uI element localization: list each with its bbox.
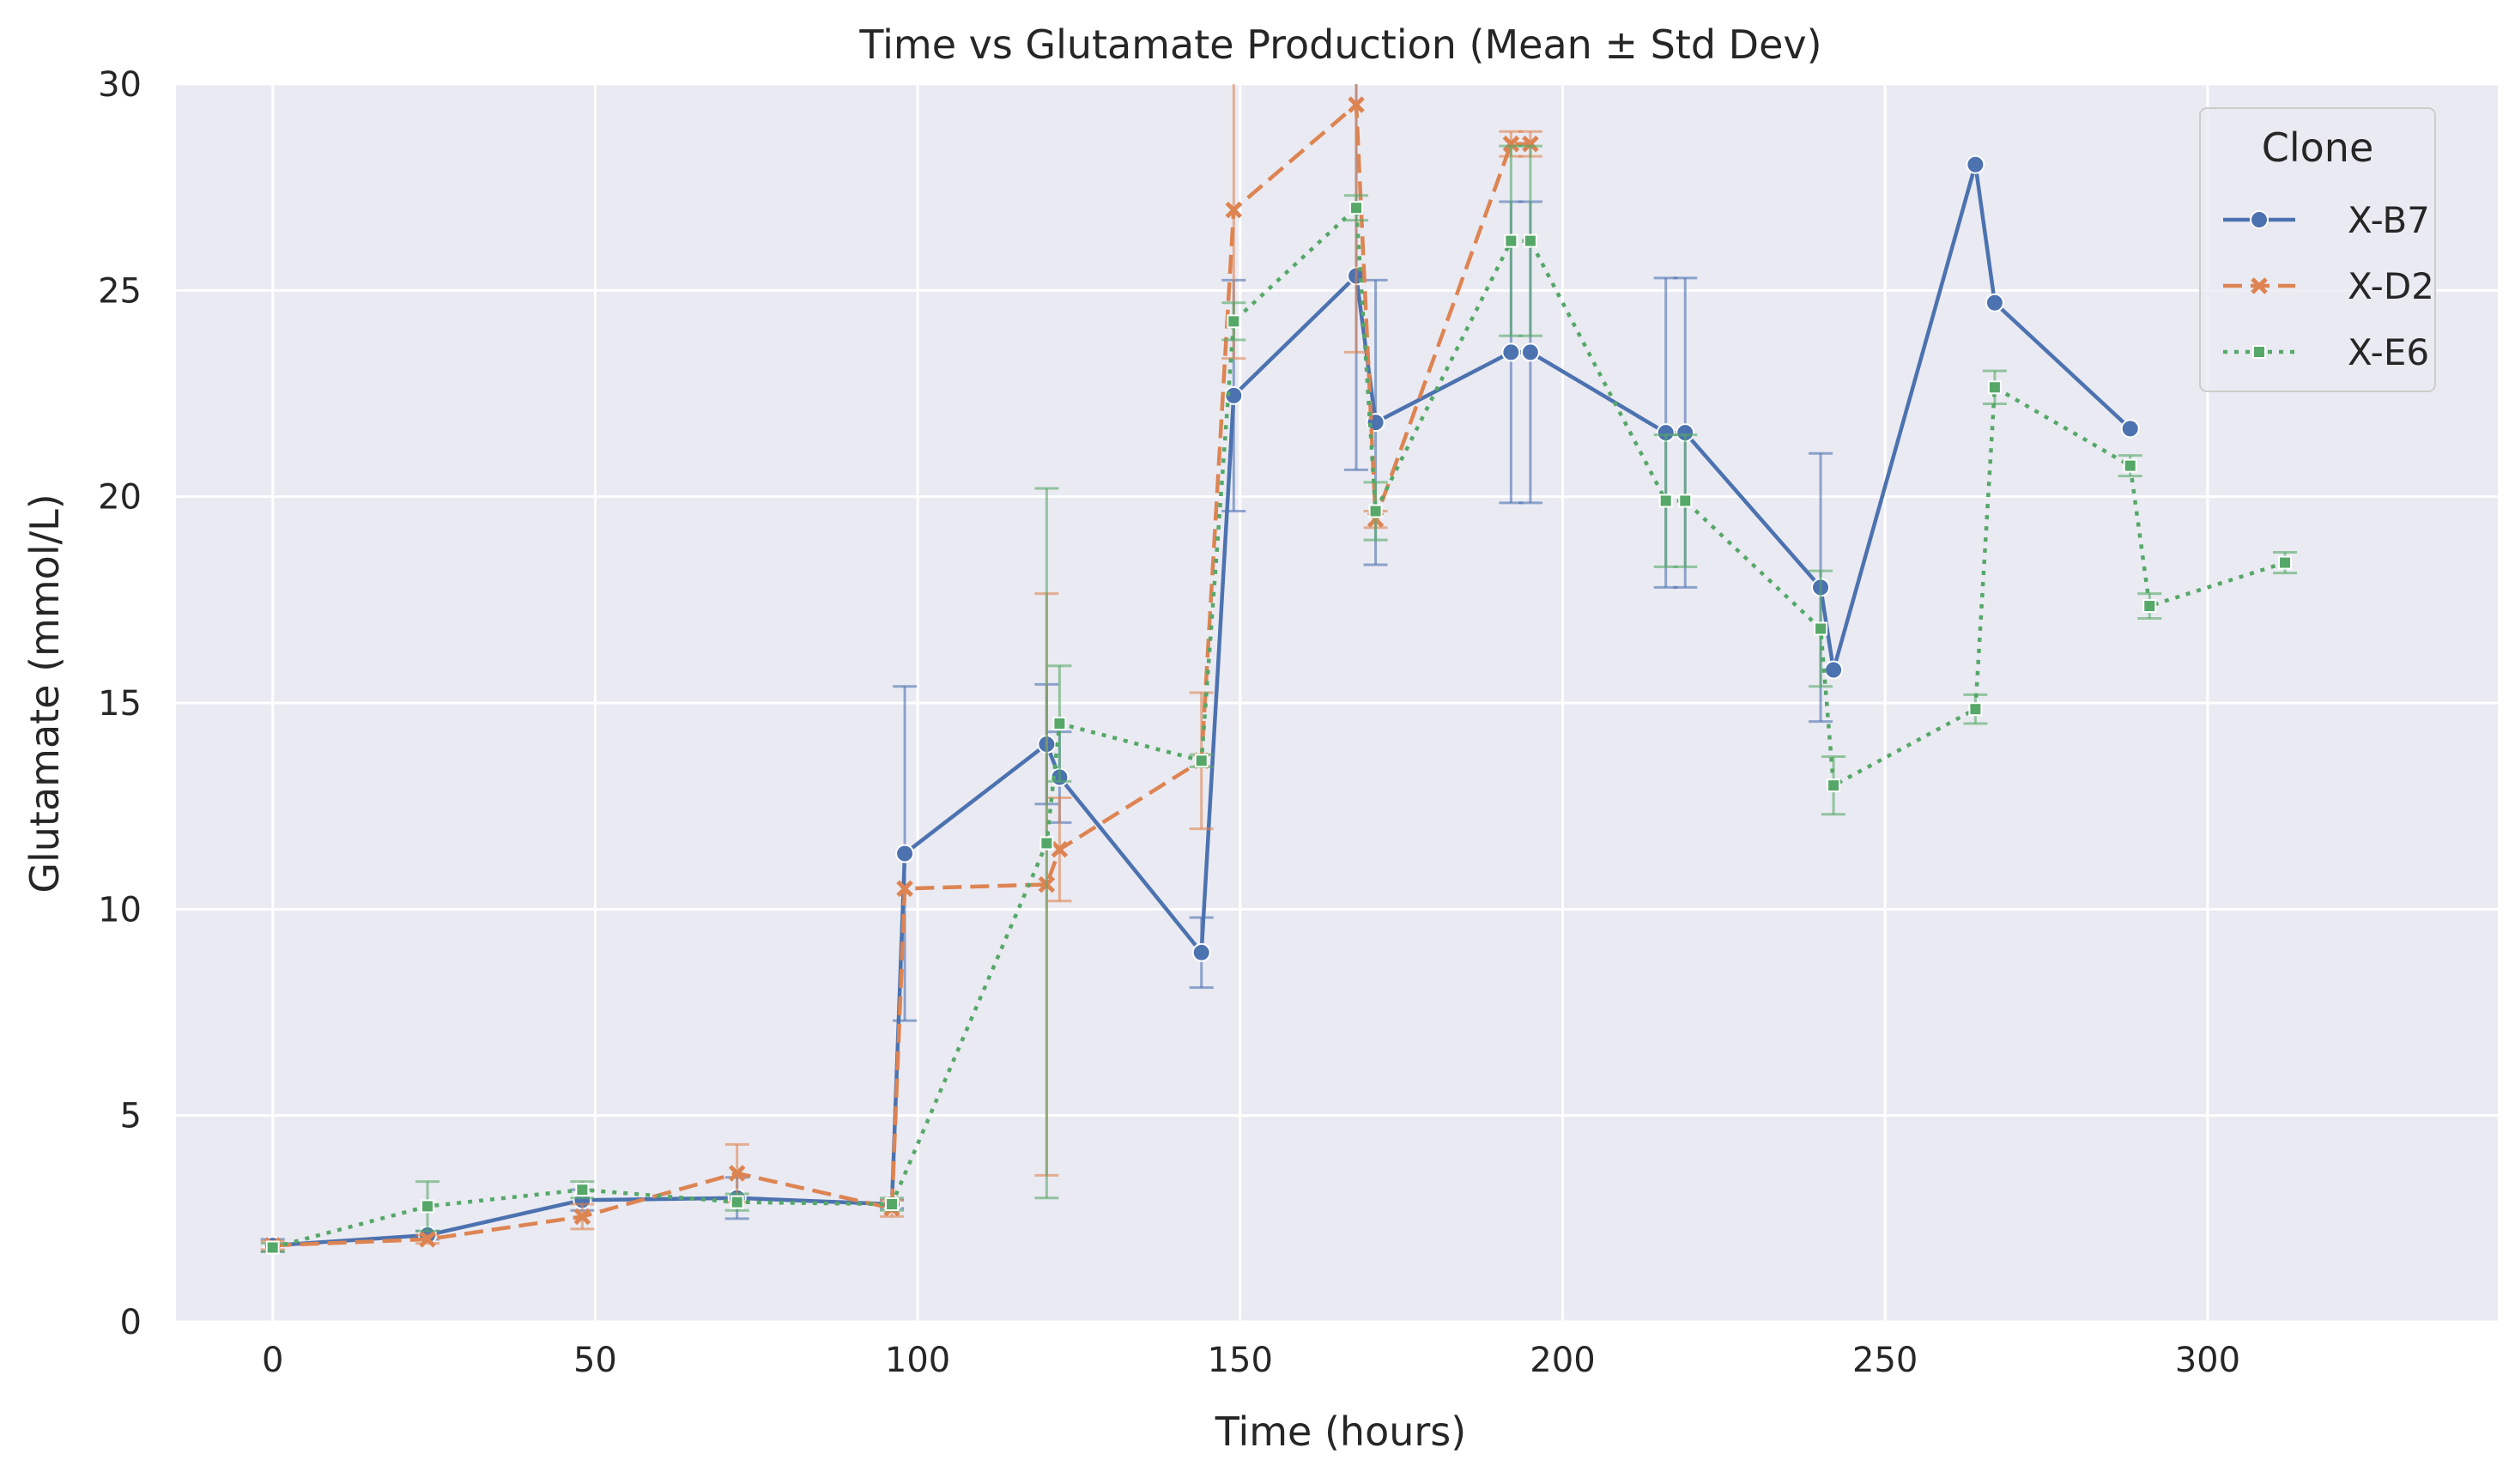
data-point <box>896 880 913 898</box>
data-point <box>1224 385 1244 405</box>
data-point <box>1502 135 1520 153</box>
data-point <box>573 1208 591 1226</box>
x-tick-label: 250 <box>1852 1341 1918 1380</box>
data-point <box>1968 702 1983 717</box>
data-point <box>1522 135 1539 153</box>
data-point <box>885 1197 900 1212</box>
data-point <box>1523 233 1537 248</box>
data-point <box>1039 836 1054 851</box>
legend-title: Clone <box>2262 124 2374 171</box>
data-point <box>1678 494 1693 508</box>
data-point <box>1052 717 1067 731</box>
data-point <box>2123 458 2137 473</box>
series-x-e6 <box>260 144 2298 1255</box>
legend-marker <box>2251 277 2268 294</box>
y-tick-label: 30 <box>98 65 142 105</box>
legend-marker <box>2250 210 2269 229</box>
x-tick-label: 50 <box>573 1341 617 1380</box>
data-point <box>1051 840 1069 858</box>
legend-box <box>2199 107 2436 392</box>
data-point <box>419 1231 436 1248</box>
data-point <box>2142 599 2157 614</box>
x-tick-label: 100 <box>885 1341 950 1380</box>
y-tick-label: 15 <box>98 684 142 724</box>
legend-marker <box>2252 345 2266 359</box>
x-tick-label: 0 <box>262 1341 283 1380</box>
data-point <box>1368 504 1383 518</box>
data-point <box>1827 778 1841 793</box>
data-point <box>1191 942 1211 962</box>
data-point <box>575 1183 590 1197</box>
legend-label: X-B7 <box>2348 199 2430 241</box>
legend-item-x-d2: X-D2 <box>2223 265 2434 307</box>
data-point <box>728 1165 746 1182</box>
data-point <box>1501 342 1521 362</box>
legend-item-x-b7: X-B7 <box>2223 199 2430 241</box>
data-point <box>1966 154 1985 174</box>
x-tick-label: 200 <box>1530 1341 1595 1380</box>
data-point <box>1227 314 1241 329</box>
data-point <box>1824 660 1844 680</box>
series-line-x-d2 <box>272 102 1530 1248</box>
y-axis-label: Glutamate (mmol/L) <box>21 494 68 893</box>
grid <box>176 82 2498 1323</box>
data-point <box>1987 380 2002 395</box>
data-point <box>1985 293 2004 312</box>
y-tick-label: 0 <box>120 1303 142 1342</box>
data-point <box>1658 494 1673 508</box>
legend: Clone X-B7 X-D2 X-E6 <box>2199 107 2436 392</box>
legend-label: X-D2 <box>2348 265 2434 307</box>
data-point <box>1814 621 1828 636</box>
data-point <box>265 1240 280 1255</box>
y-tick-label: 5 <box>120 1097 142 1136</box>
data-point <box>1504 233 1518 248</box>
y-tick-label: 20 <box>98 478 142 518</box>
data-point <box>1348 96 1365 113</box>
axis-ticks: 0 50 100 150 200 250 300 0 5 10 15 20 25 30 <box>98 65 2240 1380</box>
x-axis-label: Time (hours) <box>1215 1408 1466 1455</box>
data-point <box>1520 342 1540 362</box>
y-tick-label: 10 <box>98 890 142 930</box>
data-point <box>1194 754 1209 768</box>
legend-item-x-e6: X-E6 <box>2223 331 2429 373</box>
data-point <box>730 1195 744 1209</box>
data-point <box>2120 419 2140 439</box>
series-line-x-e6 <box>272 205 2286 1250</box>
x-tick-label: 150 <box>1208 1341 1273 1380</box>
y-tick-label: 25 <box>98 271 142 311</box>
data-point <box>1349 201 1364 215</box>
data-point <box>895 844 915 863</box>
chart-title: Time vs Glutamate Production (Mean ± Std… <box>858 21 1821 68</box>
x-tick-label: 300 <box>2175 1341 2240 1380</box>
data-point <box>2278 555 2293 570</box>
legend-label: X-E6 <box>2348 331 2429 373</box>
data-layer <box>260 84 2298 1256</box>
data-point <box>1225 201 1243 219</box>
data-point <box>421 1199 435 1214</box>
